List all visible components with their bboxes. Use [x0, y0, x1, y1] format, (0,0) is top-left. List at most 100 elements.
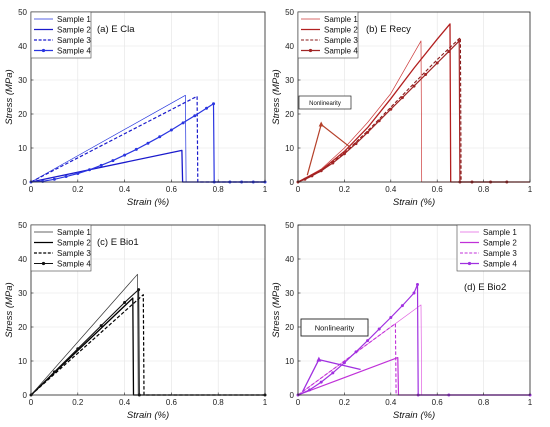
series-point [424, 73, 428, 77]
y-tick-label: 20 [18, 323, 27, 332]
series-point [354, 350, 358, 354]
y-axis-label: Stress (MPa) [4, 69, 15, 124]
x-tick-label: 0.2 [72, 398, 84, 407]
x-tick-label: 0.6 [432, 398, 444, 407]
series-point [412, 291, 416, 295]
series-point [137, 288, 141, 292]
y-tick-label: 40 [18, 255, 27, 264]
series-point [331, 371, 335, 375]
series-point [342, 361, 346, 365]
annotation-arrow [318, 358, 361, 371]
series-point [447, 49, 451, 53]
legend-label: Sample 2 [57, 26, 91, 35]
series-point [415, 283, 419, 286]
y-axis-label: Stress (MPa) [271, 282, 282, 337]
plot-frame [297, 224, 531, 396]
series-point [52, 177, 56, 181]
series-point [308, 388, 312, 392]
y-tick-label: 40 [285, 255, 294, 264]
series-point [99, 324, 103, 328]
y-tick-label: 30 [285, 289, 294, 298]
legend-label: Sample 3 [57, 249, 91, 258]
series-point [389, 107, 393, 111]
annotation-label: Nonlinearity [309, 101, 341, 107]
legend-label: Sample 3 [324, 36, 358, 45]
x-tick-label: 0.6 [432, 185, 444, 194]
legend-marker [41, 261, 46, 266]
series-point [181, 121, 185, 125]
x-tick-label: 0 [29, 398, 34, 407]
legend-label: Sample 4 [57, 47, 91, 56]
x-axis-label: Strain (%) [393, 197, 435, 208]
series-point [99, 163, 103, 167]
series-point [146, 141, 150, 145]
y-tick-label: 50 [285, 221, 294, 230]
series-line-3 [30, 95, 265, 183]
annotation-box [300, 318, 369, 337]
x-tick-label: 0.8 [478, 185, 490, 194]
series-line-3 [30, 294, 265, 396]
series-point [88, 168, 91, 172]
series-point [331, 161, 335, 165]
x-axis-label: Strain (%) [127, 197, 169, 208]
y-tick-label: 10 [18, 357, 27, 366]
y-axis-label: Stress (MPa) [4, 282, 15, 337]
legend-marker [308, 48, 313, 53]
annotation-label: Nonlinearity [315, 324, 355, 333]
x-tick-label: 0.4 [385, 185, 397, 194]
series-point [134, 147, 138, 151]
y-axis-label: Stress (MPa) [271, 69, 282, 124]
series-point [400, 96, 404, 100]
series-point [123, 153, 127, 157]
series-line-4 [297, 40, 507, 183]
x-axis-label: Strain (%) [393, 410, 435, 421]
y-tick-label: 0 [290, 178, 295, 187]
legend-label: Sample 1 [483, 228, 517, 237]
series-point [76, 172, 80, 175]
series-point [389, 315, 393, 319]
y-tick-label: 40 [18, 42, 27, 51]
x-tick-label: 1 [263, 398, 268, 407]
series-point [457, 39, 461, 43]
x-tick-label: 0.6 [166, 185, 178, 194]
x-tick-label: 0.4 [119, 185, 131, 194]
series-point [205, 106, 208, 110]
plot-frame [30, 11, 266, 183]
legend-label: Sample 2 [483, 239, 517, 248]
y-tick-label: 30 [18, 76, 27, 85]
annotation-arrowhead [318, 121, 324, 127]
legend-label: Sample 4 [324, 47, 358, 56]
x-tick-label: 0.8 [213, 185, 225, 194]
series-point [123, 301, 127, 305]
series-line-2 [297, 23, 530, 183]
annotation-arrow [306, 124, 322, 176]
series-line-4 [297, 283, 530, 396]
series-point [212, 102, 216, 106]
series-point [377, 119, 381, 123]
series-line-1 [30, 94, 265, 183]
series-point [52, 370, 56, 374]
annotation-arrowhead [316, 356, 322, 362]
y-tick-label: 20 [18, 110, 27, 119]
x-tick-label: 0.8 [213, 398, 225, 407]
series-point [354, 142, 358, 146]
x-tick-label: 1 [263, 185, 268, 194]
legend-marker [41, 48, 46, 53]
y-tick-label: 50 [18, 221, 27, 230]
series-point [303, 177, 307, 181]
series-point [310, 174, 314, 178]
annotation-arrow [320, 124, 350, 147]
series-point [366, 130, 370, 134]
series-point [400, 304, 404, 308]
x-tick-label: 0.4 [385, 398, 397, 407]
x-tick-label: 0.2 [339, 185, 351, 194]
panel-label: (a) E Cla [97, 24, 135, 35]
legend-marker [467, 261, 472, 266]
